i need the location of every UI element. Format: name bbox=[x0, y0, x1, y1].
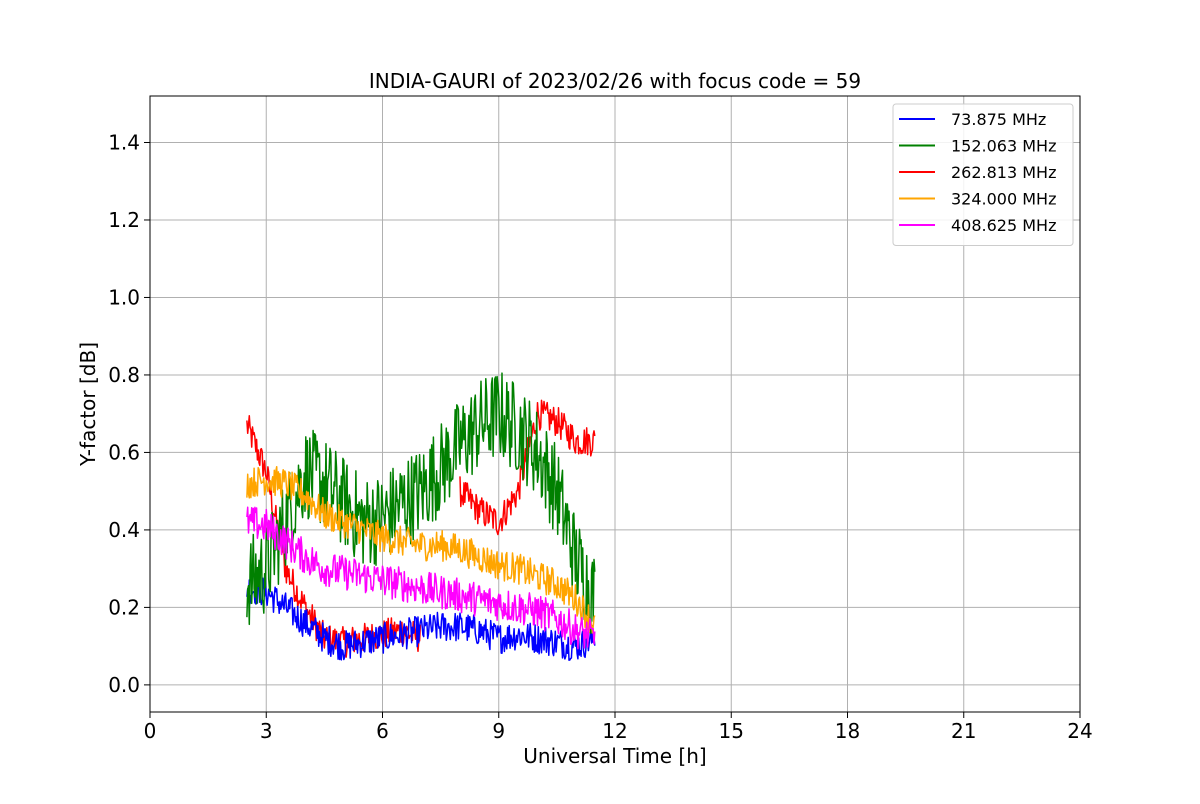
legend: 73.875 MHz 152.063 MHz 262.813 MHz 324.000 … bbox=[892, 103, 1074, 246]
series-line bbox=[246, 506, 596, 650]
series-line bbox=[246, 399, 596, 658]
y-tick-label: 0.8 bbox=[108, 363, 140, 387]
x-tick-label: 0 bbox=[144, 719, 157, 743]
x-tick-label: 9 bbox=[492, 719, 505, 743]
x-tick-label: 6 bbox=[376, 719, 389, 743]
legend-label: 152.063 MHz bbox=[951, 137, 1056, 156]
y-axis-label: Y-factor [dB] bbox=[76, 342, 100, 467]
legend-box bbox=[892, 103, 1074, 246]
chart-title: INDIA-GAURI of 2023/02/26 with focus cod… bbox=[369, 69, 861, 93]
x-tick-label: 21 bbox=[951, 719, 976, 743]
ticks: 0 3 6 9 12 15 18 21 24 0.0 0.2 0.4 0.6 0.8 1.0 1.2 1.4 bbox=[108, 130, 1093, 743]
x-tick-label: 12 bbox=[602, 719, 627, 743]
y-tick-label: 1.4 bbox=[108, 130, 140, 154]
legend-label: 262.813 MHz bbox=[951, 163, 1056, 182]
x-tick-label: 3 bbox=[260, 719, 273, 743]
series-line bbox=[246, 465, 596, 634]
series-line bbox=[246, 576, 596, 661]
legend-label: 408.625 MHz bbox=[951, 216, 1056, 235]
y-tick-label: 0.0 bbox=[108, 673, 140, 697]
x-axis-label: Universal Time [h] bbox=[523, 744, 706, 768]
legend-label: 324.000 MHz bbox=[951, 190, 1056, 209]
series-line bbox=[246, 372, 596, 634]
y-tick-label: 1.0 bbox=[108, 285, 140, 309]
x-tick-label: 15 bbox=[719, 719, 744, 743]
y-tick-label: 1.2 bbox=[108, 208, 140, 232]
series-layer bbox=[246, 372, 596, 661]
x-tick-label: 24 bbox=[1067, 719, 1092, 743]
y-tick-label: 0.2 bbox=[108, 595, 140, 619]
legend-label: 73.875 MHz bbox=[951, 110, 1046, 129]
y-tick-label: 0.6 bbox=[108, 440, 140, 464]
y-tick-label: 0.4 bbox=[108, 518, 140, 542]
x-tick-label: 18 bbox=[835, 719, 860, 743]
